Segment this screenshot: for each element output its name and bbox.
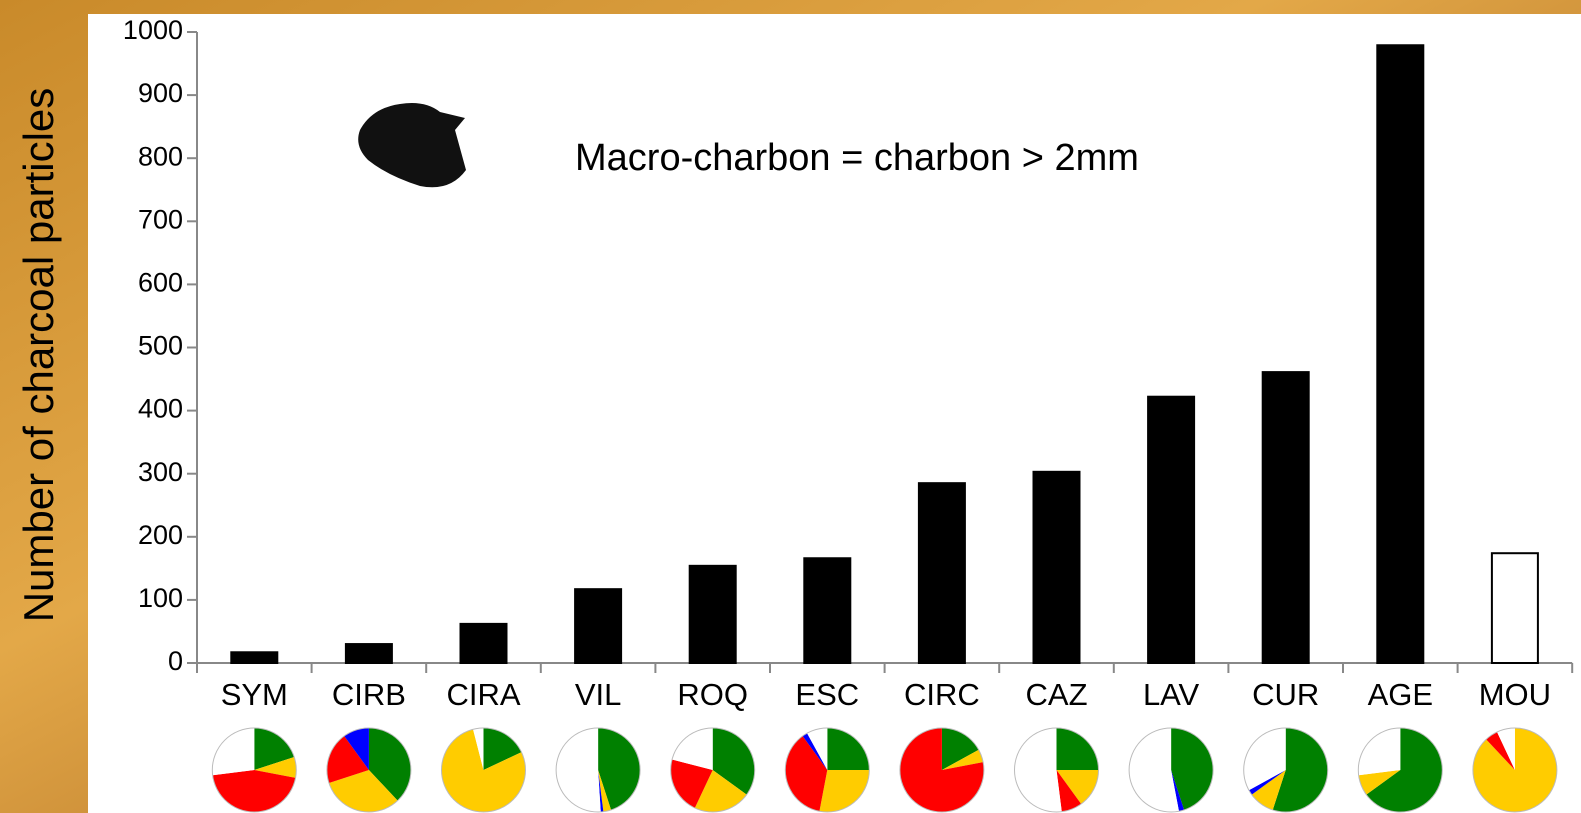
pie-slice: [807, 728, 828, 770]
pie-slice: [1014, 728, 1062, 812]
y-tick-label: 500: [138, 331, 183, 361]
pie-slice: [670, 759, 713, 809]
bar: [344, 643, 393, 665]
pie-slice: [1358, 770, 1401, 795]
y-tick-label: 100: [138, 583, 183, 613]
bar: [230, 651, 279, 665]
pie-slice: [598, 770, 604, 812]
pie-slice: [1472, 728, 1557, 812]
y-tick-label: 1000: [123, 15, 183, 45]
pie-slice: [254, 757, 297, 778]
pie-outline: [670, 727, 756, 813]
pie-slice: [827, 728, 870, 770]
bar: [1147, 395, 1196, 664]
pie-slice: [344, 728, 369, 770]
pie-outline: [784, 727, 870, 813]
y-tick-label: 400: [138, 394, 183, 424]
pie-outline: [899, 727, 985, 813]
y-tick-label: 700: [138, 204, 183, 234]
pie-outline: [211, 727, 297, 813]
pie-outline: [326, 727, 412, 813]
x-tick-label: CUR: [1252, 677, 1319, 712]
pie-slice: [598, 770, 612, 812]
pie-slice: [556, 728, 601, 813]
y-axis-label: Number of charcoal particles: [15, 88, 62, 623]
pie-slice: [1358, 728, 1401, 776]
x-tick-label: VIL: [575, 677, 622, 712]
annotation: Macro-charbon = charbon > 2mm: [575, 137, 1139, 179]
pie-slice: [819, 770, 870, 812]
x-tick-label: AGE: [1368, 677, 1433, 712]
x-tick-label: CIRC: [904, 677, 980, 712]
bar: [1261, 371, 1310, 664]
pie-slice: [328, 770, 398, 812]
y-tick-label: 200: [138, 520, 183, 550]
pie-slice: [1366, 728, 1443, 812]
pie-slice: [1243, 728, 1286, 791]
pie-slice: [1251, 770, 1286, 810]
bar: [1032, 470, 1081, 664]
pie-slice: [1056, 728, 1099, 770]
pie-outline: [441, 727, 526, 813]
bar: [459, 622, 508, 664]
pie-slice: [1056, 770, 1082, 812]
pie-slice: [1248, 770, 1286, 795]
pie-slice: [1129, 728, 1179, 812]
plot-background: [88, 14, 1581, 813]
pie-outline: [1472, 727, 1558, 813]
pie-slice: [1171, 728, 1214, 810]
y-tick-label: 300: [138, 457, 183, 487]
y-tick-label: 800: [138, 141, 183, 171]
pie-slice: [1486, 731, 1515, 770]
x-tick-label: CAZ: [1026, 677, 1088, 712]
pie-slice: [1272, 728, 1328, 812]
pie-outline: [555, 727, 641, 813]
pie-slice: [712, 728, 755, 795]
pie-outline: [1357, 727, 1443, 813]
bar: [917, 482, 966, 665]
pie-slice: [1056, 770, 1099, 804]
bar: [688, 564, 737, 664]
pie-slice: [899, 728, 984, 813]
pie-slice: [212, 728, 255, 776]
pie-slice: [694, 770, 747, 813]
pie-slice: [1497, 728, 1515, 770]
pie-slice: [1171, 770, 1185, 812]
pie-slice: [368, 728, 411, 801]
pie-outline: [1128, 727, 1214, 813]
bar: [803, 557, 852, 665]
x-tick-label: CIRA: [446, 677, 520, 712]
pie-slice: [785, 736, 828, 812]
pie-slice: [802, 733, 828, 770]
y-tick-label: 0: [168, 646, 183, 676]
pie-outline: [1243, 727, 1329, 813]
x-tick-label: ESC: [795, 677, 859, 712]
y-tick-label: 600: [138, 268, 183, 298]
pie-slice: [941, 749, 984, 770]
pie-slice: [254, 728, 295, 770]
charcoal-image: [358, 103, 466, 188]
bar: [574, 588, 623, 664]
x-tick-label: LAV: [1143, 677, 1200, 712]
x-tick-label: SYM: [221, 677, 288, 712]
pie-slice: [441, 729, 526, 813]
pie-slice: [672, 728, 713, 770]
bar: [1490, 552, 1539, 664]
pie-slice: [473, 728, 484, 770]
x-tick-label: ROQ: [677, 677, 748, 712]
bar: [1376, 44, 1425, 665]
pie-outline: [1014, 727, 1099, 813]
pie-slice: [598, 728, 641, 810]
x-tick-label: CIRB: [332, 677, 406, 712]
pie-slice: [212, 770, 296, 812]
pie-slice: [483, 728, 522, 770]
y-tick-label: 900: [138, 78, 183, 108]
pie-slice: [326, 736, 369, 783]
x-tick-label: MOU: [1479, 677, 1551, 712]
